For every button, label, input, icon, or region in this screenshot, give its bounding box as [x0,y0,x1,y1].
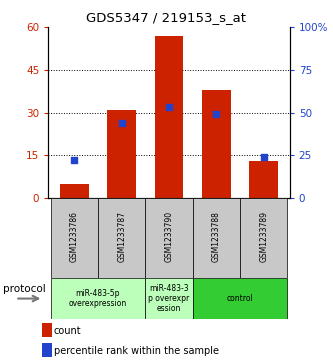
Text: percentile rank within the sample: percentile rank within the sample [54,346,218,356]
Bar [145,198,193,278]
Bar [42,343,52,357]
Bar [193,198,240,278]
Text: GSM1233786: GSM1233786 [70,211,79,262]
Point [72,158,77,163]
Text: miR-483-5p
overexpression: miR-483-5p overexpression [69,289,127,308]
Bar [42,323,52,338]
Text: protocol: protocol [3,285,46,294]
Bar [240,198,287,278]
Text: GSM1233789: GSM1233789 [259,211,268,262]
Point [119,120,124,126]
Bar [51,278,145,319]
Bar [108,110,136,198]
Text: GSM1233788: GSM1233788 [212,211,221,262]
Bar [145,278,193,319]
Text: GDS5347 / 219153_s_at: GDS5347 / 219153_s_at [87,11,246,24]
Text: GSM1233787: GSM1233787 [117,211,126,262]
Bar [51,198,98,278]
Text: GSM1233790: GSM1233790 [165,211,173,262]
Point [261,154,266,160]
Text: count: count [54,326,81,336]
Text: miR-483-3
p overexpr
ession: miR-483-3 p overexpr ession [149,284,189,314]
Bar [249,161,278,198]
Bar [98,198,145,278]
Point [214,111,219,117]
Bar [60,184,89,198]
Bar [202,90,230,198]
Point [166,105,172,110]
Bar [155,36,183,198]
Bar [193,278,287,319]
Text: control: control [227,294,253,303]
